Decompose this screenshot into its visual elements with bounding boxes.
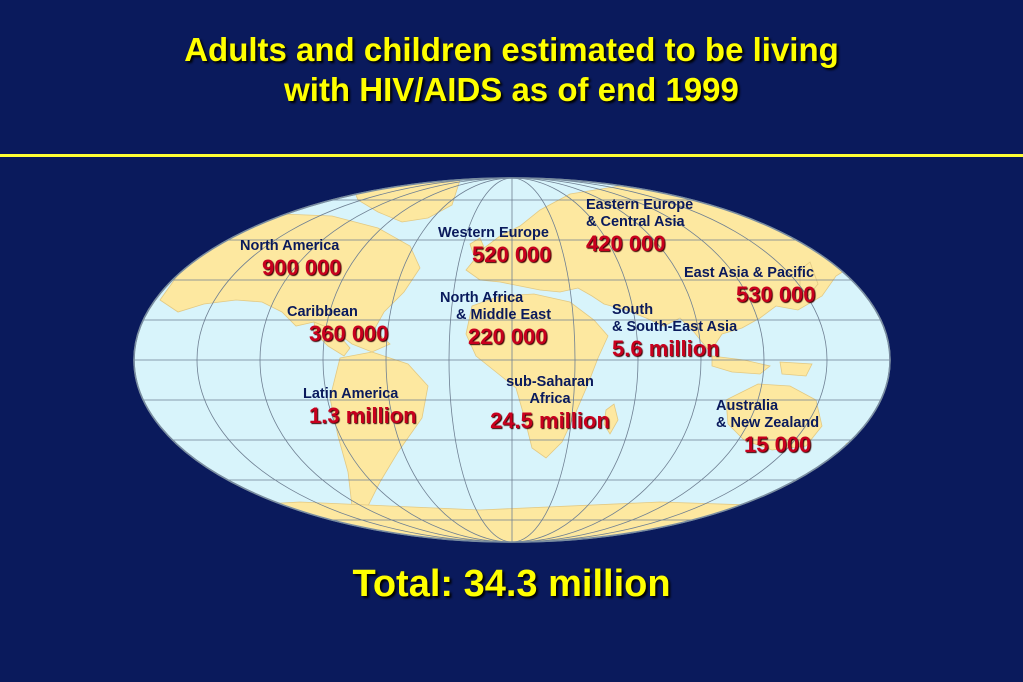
region-name: & South-East Asia [612, 319, 738, 335]
region-name: South [612, 302, 654, 318]
title-line-2: with HIV/AIDS as of end 1999 [284, 71, 739, 108]
region-name: Africa [529, 391, 571, 407]
region-eastern-europe: Eastern Europe & Central Asia 420 000 [586, 197, 693, 257]
region-name: & New Zealand [716, 415, 820, 431]
region-name: & Central Asia [586, 214, 685, 230]
region-australia: Australia & New Zealand 15 000 [716, 398, 819, 458]
region-value: 420 000 [586, 231, 666, 256]
land-north-america [159, 213, 421, 353]
land-south-america [329, 351, 429, 515]
land-madagascar [603, 403, 619, 435]
graticule [134, 178, 890, 542]
region-name: North America [240, 238, 340, 254]
land-central-america [313, 321, 351, 357]
region-north-america: North America 900 000 [240, 238, 342, 281]
total-label: Total: 34.3 million [352, 563, 671, 605]
region-name: & Middle East [456, 307, 552, 323]
region-value: 520 000 [472, 242, 552, 267]
region-name: Western Europe [438, 225, 549, 241]
land-new-guinea [779, 361, 813, 377]
region-south-asia: South & South-East Asia 5.6 million [612, 302, 737, 362]
region-value: 24.5 million [490, 408, 610, 433]
region-value: 15 000 [744, 432, 812, 457]
title-line-1: Adults and children estimated to be livi… [184, 31, 839, 68]
region-name: Latin America [303, 386, 399, 402]
region-east-asia: East Asia & Pacific 530 000 [684, 265, 816, 308]
page-title: Adults and children estimated to be livi… [0, 30, 1023, 110]
region-name: Caribbean [287, 304, 358, 320]
region-value: 900 000 [262, 255, 342, 280]
title-divider [0, 154, 1023, 157]
region-name: Eastern Europe [586, 197, 694, 213]
region-value: 530 000 [736, 282, 816, 307]
region-name: sub-Saharan [506, 374, 594, 390]
region-caribbean: Caribbean 360 000 [287, 304, 389, 347]
land-australia [725, 383, 823, 451]
region-latin-america: Latin America 1.3 million [303, 386, 417, 429]
region-value: 1.3 million [309, 403, 417, 428]
region-name: Australia [716, 398, 779, 414]
region-north-africa: North Africa & Middle East 220 000 [440, 290, 551, 350]
region-value: 360 000 [309, 321, 389, 346]
land-japan [799, 261, 819, 297]
land-antarctica [134, 501, 890, 542]
land-africa [465, 293, 609, 459]
region-value: 220 000 [468, 324, 548, 349]
region-western-europe: Western Europe 520 000 [438, 225, 552, 268]
region-name: North Africa [440, 290, 524, 306]
region-value: 5.6 million [612, 336, 720, 361]
region-sub-saharan-africa: sub-Saharan Africa 24.5 million [482, 374, 618, 434]
region-name: East Asia & Pacific [684, 265, 815, 281]
